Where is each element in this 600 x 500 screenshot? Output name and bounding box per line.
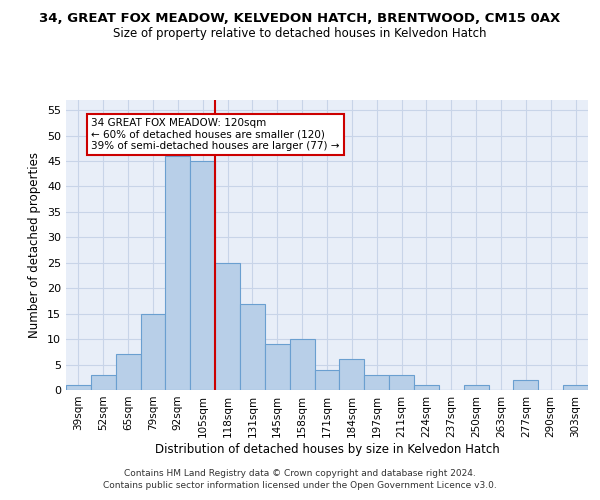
Text: Contains HM Land Registry data © Crown copyright and database right 2024.
Contai: Contains HM Land Registry data © Crown c… [103, 468, 497, 490]
Bar [91, 374, 116, 390]
Bar [166, 156, 190, 390]
Bar [414, 385, 439, 390]
Bar [265, 344, 290, 390]
Text: 34, GREAT FOX MEADOW, KELVEDON HATCH, BRENTWOOD, CM15 0AX: 34, GREAT FOX MEADOW, KELVEDON HATCH, BR… [40, 12, 560, 26]
Bar [190, 161, 215, 390]
Text: 34 GREAT FOX MEADOW: 120sqm
← 60% of detached houses are smaller (120)
39% of se: 34 GREAT FOX MEADOW: 120sqm ← 60% of det… [91, 118, 340, 151]
Bar [464, 385, 488, 390]
Bar [563, 385, 588, 390]
Bar [140, 314, 166, 390]
Bar [314, 370, 340, 390]
Bar [514, 380, 538, 390]
Bar [389, 374, 414, 390]
Bar [116, 354, 140, 390]
Bar [66, 385, 91, 390]
Bar [364, 374, 389, 390]
Bar [215, 263, 240, 390]
Bar [240, 304, 265, 390]
Y-axis label: Number of detached properties: Number of detached properties [28, 152, 41, 338]
X-axis label: Distribution of detached houses by size in Kelvedon Hatch: Distribution of detached houses by size … [155, 442, 499, 456]
Text: Size of property relative to detached houses in Kelvedon Hatch: Size of property relative to detached ho… [113, 28, 487, 40]
Bar [290, 339, 314, 390]
Bar [340, 360, 364, 390]
